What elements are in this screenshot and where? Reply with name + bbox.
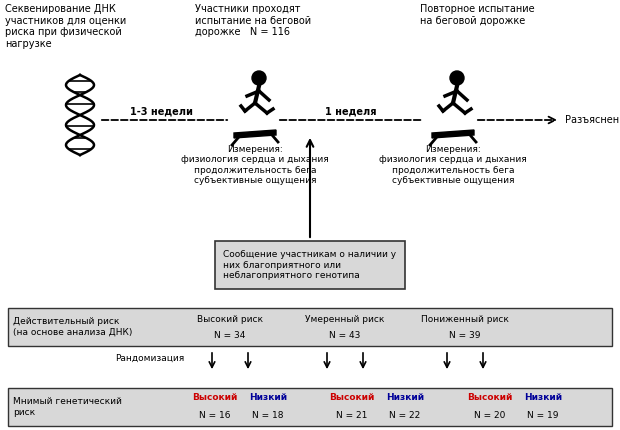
Text: Высокий: Высокий bbox=[329, 393, 374, 402]
Text: 1-3 недели: 1-3 недели bbox=[130, 106, 193, 116]
Text: Измерения:
физиология сердца и дыхания
продолжительность бега
субъективные ощуще: Измерения: физиология сердца и дыхания п… bbox=[379, 145, 527, 185]
Text: Низкий: Низкий bbox=[524, 393, 562, 402]
Text: Рандомизация: Рандомизация bbox=[115, 353, 184, 362]
Text: Секвенирование ДНК
участников для оценки
риска при физической
нагрузке: Секвенирование ДНК участников для оценки… bbox=[5, 4, 126, 49]
Text: N = 39: N = 39 bbox=[450, 332, 480, 341]
Text: Высокий: Высокий bbox=[467, 393, 513, 402]
Text: N = 22: N = 22 bbox=[389, 412, 420, 421]
Bar bbox=[215, 241, 405, 289]
Text: N = 18: N = 18 bbox=[252, 412, 284, 421]
Text: Умеренный риск: Умеренный риск bbox=[305, 314, 384, 323]
Bar bbox=[8, 388, 612, 426]
Circle shape bbox=[450, 71, 464, 85]
Text: Действительный риск
(на основе анализа ДНК): Действительный риск (на основе анализа Д… bbox=[13, 317, 133, 337]
Circle shape bbox=[252, 71, 266, 85]
Text: N = 34: N = 34 bbox=[215, 332, 246, 341]
Text: Мнимый генетический
риск: Мнимый генетический риск bbox=[13, 397, 122, 417]
Text: 1 неделя: 1 неделя bbox=[326, 106, 377, 116]
Text: Повторное испытание
на беговой дорожке: Повторное испытание на беговой дорожке bbox=[420, 4, 534, 26]
Text: Высокий риск: Высокий риск bbox=[197, 314, 263, 323]
Text: N = 20: N = 20 bbox=[474, 412, 506, 421]
Text: Разъяснение: Разъяснение bbox=[565, 115, 620, 125]
Text: Высокий: Высокий bbox=[192, 393, 237, 402]
Polygon shape bbox=[234, 130, 276, 138]
Text: Низкий: Низкий bbox=[249, 393, 287, 402]
Text: N = 16: N = 16 bbox=[199, 412, 231, 421]
Text: Пониженный риск: Пониженный риск bbox=[421, 314, 509, 323]
Text: Сообщение участникам о наличии у
них благоприятного или
неблагоприятного генотип: Сообщение участникам о наличии у них бла… bbox=[223, 250, 397, 280]
Text: N = 19: N = 19 bbox=[527, 412, 559, 421]
Polygon shape bbox=[432, 130, 474, 138]
Bar bbox=[8, 308, 612, 346]
Text: Измерения:
физиология сердца и дыхания
продолжительность бега
субъективные ощуще: Измерения: физиология сердца и дыхания п… bbox=[181, 145, 329, 185]
Text: Участники проходят
испытание на беговой
дорожке   N = 116: Участники проходят испытание на беговой … bbox=[195, 4, 311, 37]
Text: Низкий: Низкий bbox=[386, 393, 424, 402]
Text: N = 43: N = 43 bbox=[329, 332, 361, 341]
Text: N = 21: N = 21 bbox=[336, 412, 368, 421]
